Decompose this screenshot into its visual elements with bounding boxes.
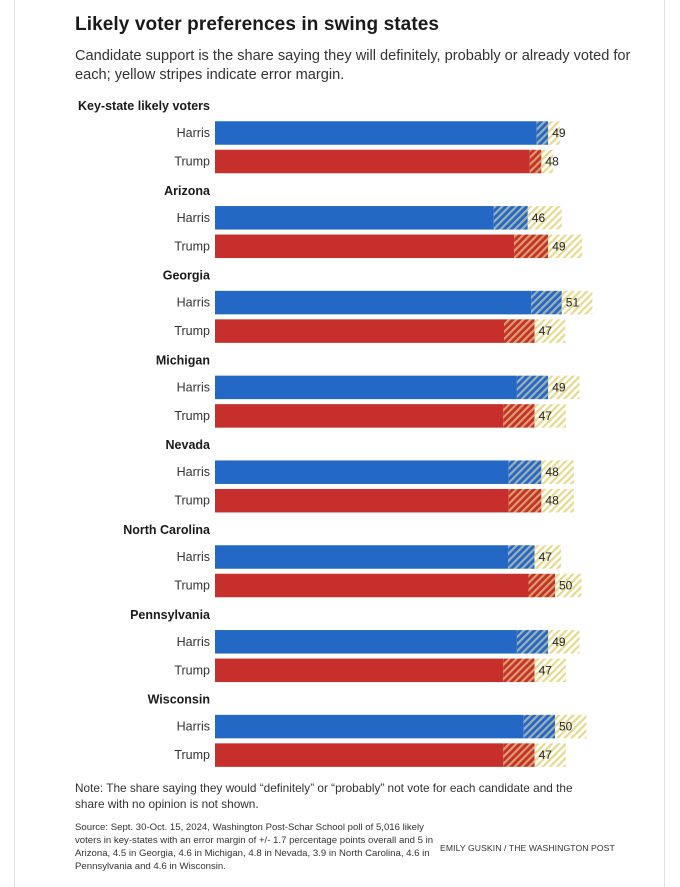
row-label-nevada-trump: Trump xyxy=(174,494,210,508)
row-label-arizona-harris: Harris xyxy=(177,211,210,225)
error-inner-wisconsin-trump xyxy=(503,743,535,767)
value-label-pennsylvania-trump: 47 xyxy=(539,663,553,677)
value-label-michigan-harris: 49 xyxy=(552,380,566,394)
value-label-north-carolina-harris: 47 xyxy=(539,550,553,564)
bar-pennsylvania-trump xyxy=(215,658,504,683)
error-inner-north-carolina-trump xyxy=(528,573,555,598)
value-label-key-state-likely-voters-trump: 48 xyxy=(545,155,559,169)
value-label-michigan-trump: 47 xyxy=(539,409,553,423)
error-outer-georgia-harris xyxy=(561,290,593,315)
value-label-north-carolina-trump: 50 xyxy=(559,579,573,593)
row-label-pennsylvania-trump: Trump xyxy=(174,663,210,677)
bar-nevada-trump xyxy=(215,488,509,513)
group-label-arizona: Arizona xyxy=(164,184,211,198)
group-label-nevada: Nevada xyxy=(166,438,212,452)
bar-key-state-likely-voters-trump xyxy=(215,149,530,174)
bar-chart: Key-state likely voters Harris 49 Trump 48 Ar… xyxy=(78,99,593,767)
error-outer-wisconsin-trump xyxy=(534,743,566,767)
row-label-key-state-likely-voters-harris: Harris xyxy=(177,126,210,140)
error-outer-michigan-trump xyxy=(534,404,566,428)
value-label-nevada-harris: 48 xyxy=(545,465,559,479)
group-label-michigan: Michigan xyxy=(156,353,210,367)
error-inner-north-carolina-harris xyxy=(508,545,535,569)
error-inner-pennsylvania-harris xyxy=(516,630,549,654)
value-label-arizona-harris: 46 xyxy=(532,211,546,225)
bar-wisconsin-trump xyxy=(215,743,504,767)
value-label-georgia-harris: 51 xyxy=(566,296,580,310)
error-inner-georgia-harris xyxy=(531,290,562,315)
error-outer-wisconsin-harris xyxy=(555,714,587,739)
error-outer-key-state-likely-voters-harris xyxy=(548,121,560,145)
row-label-wisconsin-harris: Harris xyxy=(177,720,210,734)
error-inner-nevada-trump xyxy=(508,488,542,513)
bar-north-carolina-trump xyxy=(215,573,529,598)
bar-arizona-harris xyxy=(215,206,494,230)
error-inner-michigan-trump xyxy=(503,404,535,428)
row-label-key-state-likely-voters-trump: Trump xyxy=(174,155,210,169)
error-inner-key-state-likely-voters-harris xyxy=(536,121,549,145)
frame-border-right xyxy=(664,0,665,887)
row-label-pennsylvania-harris: Harris xyxy=(177,635,210,649)
bar-pennsylvania-harris xyxy=(215,630,517,654)
chart-body: Key-state likely voters Harris 49 Trump 48 Ar… xyxy=(78,99,593,767)
error-inner-arizona-harris xyxy=(493,206,528,230)
error-outer-key-state-likely-voters-trump xyxy=(541,149,553,174)
group-label-key-state-likely-voters: Key-state likely voters xyxy=(78,99,210,113)
value-label-nevada-trump: 48 xyxy=(545,494,559,508)
error-inner-wisconsin-harris xyxy=(523,714,555,739)
value-label-key-state-likely-voters-harris: 49 xyxy=(552,126,566,140)
bar-georgia-harris xyxy=(215,290,532,315)
chart-note: Note: The share saying they would “defin… xyxy=(75,781,573,811)
frame-border-left xyxy=(14,0,15,887)
bar-wisconsin-harris xyxy=(215,714,524,739)
error-outer-arizona-trump xyxy=(548,234,583,259)
error-outer-pennsylvania-harris xyxy=(548,630,580,654)
bar-nevada-harris xyxy=(215,460,509,484)
row-label-north-carolina-harris: Harris xyxy=(177,550,210,564)
value-label-arizona-trump: 49 xyxy=(552,239,566,253)
chart-credit: EMILY GUSKIN / THE WASHINGTON POST xyxy=(440,843,615,853)
value-label-georgia-trump: 47 xyxy=(539,324,553,338)
value-label-wisconsin-harris: 50 xyxy=(559,720,573,734)
error-inner-michigan-harris xyxy=(516,375,549,400)
row-label-michigan-trump: Trump xyxy=(174,409,210,423)
error-inner-georgia-trump xyxy=(504,319,535,343)
group-label-georgia: Georgia xyxy=(163,269,211,283)
error-inner-nevada-harris xyxy=(508,460,542,484)
bar-michigan-trump xyxy=(215,404,504,428)
error-inner-pennsylvania-trump xyxy=(503,658,535,683)
row-label-nevada-harris: Harris xyxy=(177,465,210,479)
row-label-georgia-trump: Trump xyxy=(174,324,210,338)
error-outer-north-carolina-trump xyxy=(555,573,582,598)
error-outer-nevada-harris xyxy=(541,460,575,484)
error-outer-north-carolina-harris xyxy=(534,545,562,569)
group-label-pennsylvania: Pennsylvania xyxy=(130,608,211,622)
group-label-north-carolina: North Carolina xyxy=(123,523,211,537)
bar-arizona-trump xyxy=(215,234,515,259)
bar-north-carolina-harris xyxy=(215,545,509,569)
row-label-wisconsin-trump: Trump xyxy=(174,748,210,762)
bar-michigan-harris xyxy=(215,375,517,400)
row-label-arizona-trump: Trump xyxy=(174,239,210,253)
chart-source: Source: Sept. 30-Oct. 15, 2024, Washingt… xyxy=(75,822,434,872)
group-label-wisconsin: Wisconsin xyxy=(148,693,210,707)
bar-georgia-trump xyxy=(215,319,504,343)
error-outer-georgia-trump xyxy=(534,319,566,343)
chart-title: Likely voter preferences in swing states xyxy=(75,14,440,35)
error-outer-pennsylvania-trump xyxy=(534,658,566,683)
bar-key-state-likely-voters-harris xyxy=(215,121,537,145)
row-label-north-carolina-trump: Trump xyxy=(174,579,210,593)
value-label-pennsylvania-harris: 49 xyxy=(552,635,566,649)
row-label-georgia-harris: Harris xyxy=(177,296,210,310)
error-inner-key-state-likely-voters-trump xyxy=(529,149,542,174)
chart-subtitle: Candidate support is the share saying th… xyxy=(75,48,631,83)
error-outer-nevada-trump xyxy=(541,488,575,513)
error-outer-arizona-harris xyxy=(527,206,562,230)
error-outer-michigan-harris xyxy=(548,375,580,400)
row-label-michigan-harris: Harris xyxy=(177,380,210,394)
error-inner-arizona-trump xyxy=(514,234,549,259)
value-label-wisconsin-trump: 47 xyxy=(539,748,553,762)
